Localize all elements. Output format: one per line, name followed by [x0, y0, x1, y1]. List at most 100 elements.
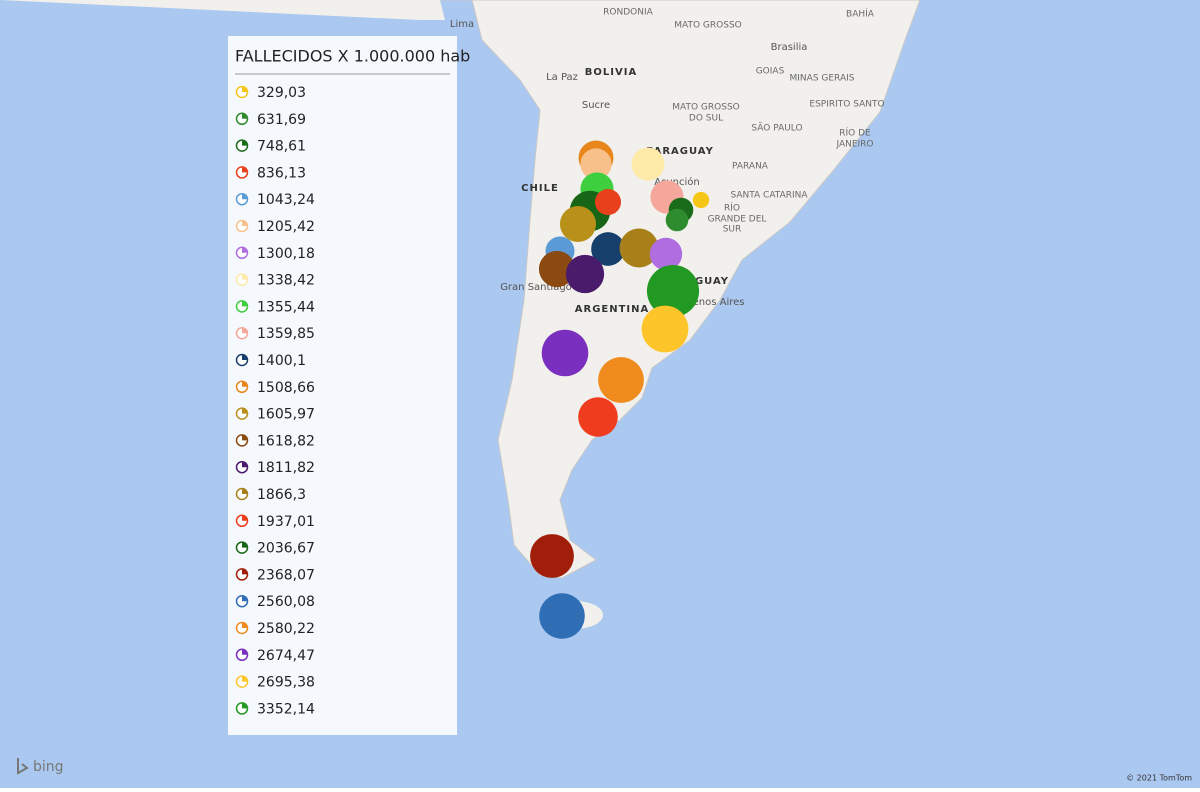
legend-label: 2368,07 [257, 567, 315, 583]
bubble [631, 147, 665, 181]
legend-label: 1359,85 [257, 326, 315, 342]
map-label: DO SUL [689, 114, 723, 124]
bubble [641, 305, 689, 353]
bubble [539, 593, 585, 639]
legend-label: 1355,44 [257, 299, 315, 315]
bubble [530, 534, 574, 578]
map-label: JANEIRO [835, 140, 873, 150]
legend-label: 1618,82 [257, 433, 315, 449]
legend-icon-wedge [242, 166, 248, 173]
map-label: BAHÍA [846, 8, 875, 20]
legend-icon-wedge [242, 300, 248, 307]
bubble [559, 205, 597, 243]
legend-icon-wedge [242, 381, 248, 387]
legend-icon-wedge [242, 595, 248, 602]
map-label: BOLIVIA [585, 67, 637, 78]
legend-icon-wedge [242, 113, 248, 119]
legend-icon-wedge [242, 274, 248, 280]
map-label: SÃO PAULO [751, 123, 802, 134]
bubble [538, 250, 576, 288]
legend-label: 2674,47 [257, 648, 315, 664]
bubble [591, 232, 625, 266]
bubble [598, 357, 644, 403]
legend-icon-wedge [242, 354, 248, 360]
map-label: Sucre [582, 100, 610, 111]
legend-icon-wedge [242, 702, 248, 709]
bubble [565, 254, 605, 294]
legend-label: 1300,18 [257, 246, 315, 262]
bubble [646, 264, 700, 318]
legend-label: 1338,42 [257, 273, 315, 289]
legend-label: 1605,97 [257, 407, 315, 423]
legend-icon-wedge [242, 649, 248, 655]
map-label: GUAY [695, 276, 729, 287]
legend-icon-wedge [242, 434, 248, 441]
bubble [649, 237, 683, 271]
bing-logo: bing [33, 759, 64, 775]
legend-label: 329,03 [257, 85, 306, 101]
legend-label: 1811,82 [257, 460, 315, 476]
map-label: RÍO [724, 202, 740, 214]
legend-label: 2036,67 [257, 541, 315, 557]
bubbles [530, 140, 710, 639]
bing-icon [17, 758, 29, 775]
legend-icon-wedge [242, 247, 248, 253]
legend-icon-wedge [242, 461, 248, 468]
legend-icon-wedge [242, 408, 248, 414]
legend-label: 631,69 [257, 112, 306, 128]
legend-label: 3352,14 [257, 701, 315, 717]
legend-label: 748,61 [257, 139, 306, 155]
legend-icon-wedge [242, 488, 248, 494]
map-label: CHILE [521, 183, 559, 194]
bubble [580, 148, 612, 180]
legend-label: 1866,3 [257, 487, 306, 503]
legend-label: 2560,08 [257, 594, 315, 610]
map-label: Gran Santiago [500, 282, 572, 293]
map-label: MATO GROSSO [672, 103, 740, 113]
land [0, 0, 445, 20]
legend-label: 2580,22 [257, 621, 315, 637]
map-label: La Paz [546, 72, 578, 83]
legend: 329,03 631,69 748,61 836,13 1043,24 1205,42 13… [235, 85, 315, 717]
legend-label: 1937,01 [257, 514, 315, 530]
legend-icon-wedge [242, 622, 248, 628]
bubble [541, 329, 589, 377]
map-labels: Lima RONDONIA MATO GROSSO BAHÍA Brasilia GOIA… [450, 8, 885, 316]
legend-label: 2695,38 [257, 675, 315, 691]
map-label: Brasilia [771, 42, 808, 53]
legend-icon-wedge [242, 193, 248, 200]
map-label: Lima [450, 19, 474, 30]
legend-panel [228, 36, 457, 735]
map-label: SUR [723, 225, 742, 235]
legend-label: 1043,24 [257, 192, 315, 208]
legend-label: 836,13 [257, 165, 306, 181]
legend-label: 1205,42 [257, 219, 315, 235]
legend-icon-wedge [242, 515, 248, 521]
legend-title: FALLECIDOS X 1.000.000 hab [235, 47, 470, 66]
bubble [578, 397, 618, 437]
map-label: RÍO DE [839, 127, 871, 139]
legend-icon-wedge [242, 327, 248, 334]
map-label: GRANDE DEL [708, 215, 767, 225]
legend-icon-wedge [242, 86, 248, 92]
map-label: ESPIRITO SANTO [809, 100, 884, 110]
map-label: RONDONIA [603, 8, 653, 18]
map-label: MINAS GERAIS [790, 74, 855, 84]
map-label: PARANA [732, 162, 769, 172]
bubble [594, 188, 622, 216]
map-label: SANTA CATARINA [730, 191, 808, 201]
legend-label: 1508,66 [257, 380, 315, 396]
legend-label: 1400,1 [257, 353, 306, 369]
map-label: PARAGUAY [646, 146, 714, 157]
bubble [665, 208, 689, 232]
map-label: Buenos Aires [679, 297, 744, 308]
legend-icon-wedge [242, 542, 248, 548]
bubble [692, 191, 710, 209]
legend-icon-wedge [242, 140, 248, 146]
legend-icon-wedge [242, 220, 248, 226]
map-label: GOIAS [756, 67, 785, 77]
copyright: © 2021 TomTom [1126, 774, 1192, 783]
legend-icon-wedge [242, 568, 248, 575]
